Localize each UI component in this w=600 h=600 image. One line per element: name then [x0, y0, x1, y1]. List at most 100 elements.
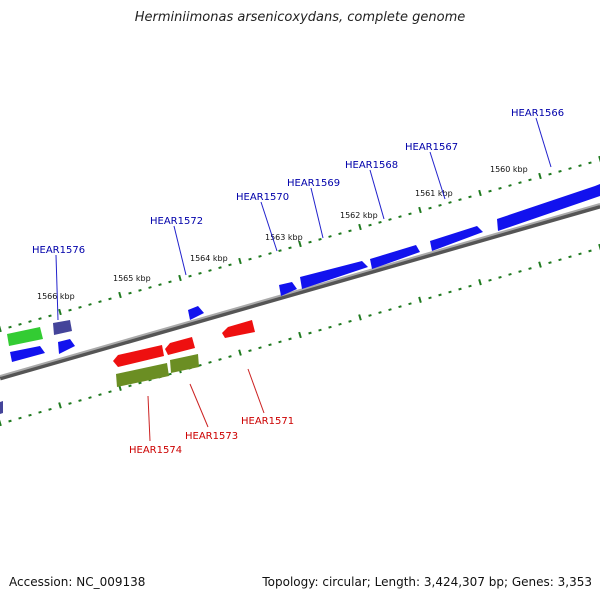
major-tick [418, 206, 422, 214]
minor-tick [48, 314, 52, 318]
minor-tick [38, 317, 42, 321]
minor-tick [198, 271, 202, 275]
accession-text: Accession: NC_009138 [9, 575, 146, 589]
gene-hear1573[interactable] [165, 337, 195, 355]
gene-hear1576[interactable] [53, 320, 72, 335]
gene-hear1568[interactable] [370, 245, 420, 269]
minor-tick [98, 300, 102, 304]
genome-stats-text: Topology: circular; Length: 3,424,307 bp… [262, 575, 592, 589]
scale-label: 1564 kbp [190, 254, 228, 263]
minor-tick [28, 413, 32, 417]
minor-tick [208, 269, 212, 272]
major-tick [58, 308, 62, 316]
leader-line [55, 254, 59, 321]
minor-tick [218, 358, 222, 361]
minor-tick [368, 223, 372, 227]
minor-tick [388, 308, 392, 311]
minor-tick [328, 235, 332, 238]
minor-tick [568, 255, 572, 259]
forward-genes [7, 184, 600, 362]
minor-tick [528, 267, 532, 270]
forward-leaders [55, 117, 552, 321]
minor-tick [448, 201, 452, 204]
gene-label-hear1570[interactable]: HEAR1570 [236, 192, 289, 203]
minor-tick [408, 302, 412, 306]
minor-tick [338, 232, 342, 236]
minor-tick [348, 229, 352, 233]
minor-tick [198, 363, 202, 367]
minor-tick [548, 261, 552, 265]
gene-label-hear1576[interactable]: HEAR1576 [32, 245, 85, 256]
major-tick [478, 279, 482, 286]
backbone [0, 203, 600, 377]
minor-tick [38, 410, 42, 414]
gene-hear1570[interactable] [279, 282, 297, 296]
minor-tick [128, 384, 132, 388]
gene-hear1569[interactable] [300, 261, 368, 289]
minor-tick [438, 293, 442, 297]
gene-left-blue[interactable] [10, 346, 45, 362]
minor-tick [288, 337, 292, 341]
gene-label-hear1567[interactable]: HEAR1567 [405, 142, 458, 153]
minor-tick [338, 322, 342, 326]
minor-tick [8, 325, 12, 329]
minor-tick [108, 390, 112, 394]
minor-tick [88, 303, 92, 306]
scale-label: 1560 kbp [490, 165, 528, 174]
leader-line [247, 368, 265, 414]
minor-tick [78, 305, 82, 309]
major-tick [538, 261, 542, 268]
major-tick [358, 223, 362, 231]
gene-hear1566[interactable] [497, 184, 600, 231]
minor-tick [588, 249, 592, 253]
minor-tick [558, 258, 562, 262]
minor-tick [398, 215, 402, 219]
gene-label-hear1573[interactable]: HEAR1573 [185, 431, 238, 442]
gene-label-hear1566[interactable]: HEAR1566 [511, 108, 564, 119]
minor-tick [438, 203, 442, 207]
gene-label-hear1568[interactable]: HEAR1568 [345, 160, 398, 171]
minor-tick [148, 286, 152, 289]
gene-label-hear1574[interactable]: HEAR1574 [129, 445, 182, 456]
forward-scale-track [0, 155, 600, 333]
gene-hear1571[interactable] [222, 320, 255, 338]
minor-tick [98, 393, 102, 397]
minor-tick [508, 273, 512, 276]
forward-gene-labels: HEAR1566 HEAR1567 HEAR1568 HEAR1569 HEAR… [32, 108, 564, 256]
minor-tick [48, 407, 52, 411]
minor-tick [578, 252, 582, 256]
minor-tick [228, 263, 232, 267]
minor-tick [318, 328, 322, 332]
reverse-leaders [147, 368, 265, 442]
leader-line [260, 201, 278, 252]
gene-left-edge[interactable] [0, 401, 3, 414]
minor-tick [228, 355, 232, 358]
gene-label-hear1569[interactable]: HEAR1569 [287, 178, 340, 189]
minor-tick [428, 296, 432, 300]
gene-olive-1[interactable] [116, 363, 169, 387]
gene-label-hear1571[interactable]: HEAR1571 [241, 416, 294, 427]
gene-olive-2[interactable] [170, 354, 199, 373]
gene-rna-green[interactable] [7, 327, 43, 346]
backbone-shadow [0, 203, 600, 381]
gene-small-blue[interactable] [58, 339, 75, 354]
major-tick [298, 240, 302, 248]
minor-tick [258, 254, 262, 258]
minor-tick [468, 284, 472, 288]
major-tick [598, 243, 600, 251]
minor-tick [138, 288, 142, 292]
leader-line [189, 383, 209, 428]
major-tick [598, 155, 600, 163]
minor-tick [68, 402, 72, 405]
gene-hear1572[interactable] [188, 306, 204, 320]
gene-hear1567[interactable] [430, 226, 483, 251]
scale-label: 1561 kbp [415, 189, 453, 198]
minor-tick [448, 290, 452, 294]
minor-tick [558, 169, 562, 173]
gene-hear1574[interactable] [113, 345, 164, 367]
minor-tick [168, 280, 172, 284]
gene-label-hear1572[interactable]: HEAR1572 [150, 216, 203, 227]
minor-tick [68, 308, 72, 312]
minor-tick [188, 274, 192, 278]
reverse-gene-labels: HEAR1571 HEAR1573 HEAR1574 [129, 416, 294, 456]
